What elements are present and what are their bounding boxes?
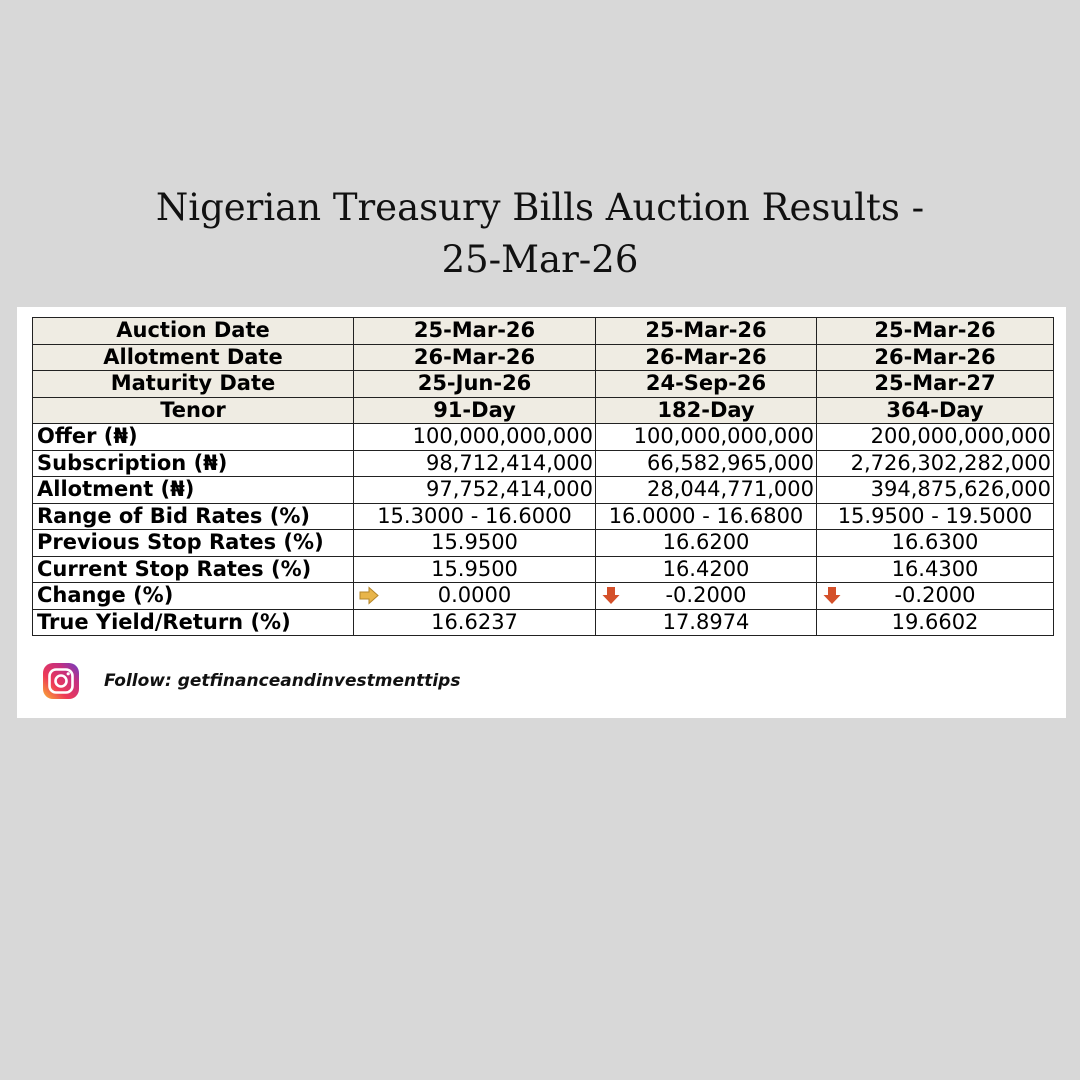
cell-91-day: 15.3000 - 16.6000 xyxy=(353,502,596,530)
cell-91-day: 25-Mar-26 xyxy=(353,317,596,345)
cell-364-day: 25-Mar-26 xyxy=(816,317,1054,345)
cell-364-day: -0.2000 xyxy=(816,582,1054,610)
follow-text: Follow: getfinanceandinvestmenttips xyxy=(104,671,461,691)
change-value: -0.2000 xyxy=(665,583,747,608)
cell-182-day: 26-Mar-26 xyxy=(595,343,817,371)
cell-182-day: 182-Day xyxy=(595,396,817,424)
cell-182-day: 16.4200 xyxy=(595,555,817,583)
title-line-1: Nigerian Treasury Bills Auction Results … xyxy=(155,186,925,229)
row-label: Tenor xyxy=(32,396,354,424)
arrow-right-icon xyxy=(359,586,379,605)
cell-91-day: 0.0000 xyxy=(353,582,596,610)
cell-91-day: 25-Jun-26 xyxy=(353,370,596,398)
instagram-icon[interactable] xyxy=(42,662,80,700)
row-label: Previous Stop Rates (%) xyxy=(32,529,354,557)
row-label: Allotment Date xyxy=(32,343,354,371)
cell-364-day: 2,726,302,282,000 xyxy=(816,449,1054,477)
follow-footer: Follow: getfinanceandinvestmenttips xyxy=(42,662,460,700)
tenor-row: Tenor 91-Day 182-Day 364-Day xyxy=(32,396,1054,424)
row-label: True Yield/Return (%) xyxy=(32,608,354,636)
cell-364-day: 394,875,626,000 xyxy=(816,476,1054,504)
cell-182-day: 100,000,000,000 xyxy=(595,423,817,451)
cell-364-day: 26-Mar-26 xyxy=(816,343,1054,371)
row-label: Maturity Date xyxy=(32,370,354,398)
cell-91-day: 16.6237 xyxy=(353,608,596,636)
cell-364-day: 364-Day xyxy=(816,396,1054,424)
cell-182-day: 66,582,965,000 xyxy=(595,449,817,477)
change-row: Change (%) 0.0000 -0.2000 xyxy=(32,582,1054,610)
cell-91-day: 15.9500 xyxy=(353,555,596,583)
cell-182-day: 24-Sep-26 xyxy=(595,370,817,398)
allotment-date-row: Allotment Date 26-Mar-26 26-Mar-26 26-Ma… xyxy=(32,343,1054,371)
cell-91-day: 98,712,414,000 xyxy=(353,449,596,477)
maturity-date-row: Maturity Date 25-Jun-26 24-Sep-26 25-Mar… xyxy=(32,370,1054,398)
cell-364-day: 25-Mar-27 xyxy=(816,370,1054,398)
cell-364-day: 19.6602 xyxy=(816,608,1054,636)
bid-range-row: Range of Bid Rates (%) 15.3000 - 16.6000… xyxy=(32,502,1054,530)
cell-91-day: 15.9500 xyxy=(353,529,596,557)
cell-182-day: -0.2000 xyxy=(595,582,817,610)
row-label: Auction Date xyxy=(32,317,354,345)
cell-364-day: 16.6300 xyxy=(816,529,1054,557)
row-label: Current Stop Rates (%) xyxy=(32,555,354,583)
arrow-down-icon xyxy=(823,587,841,604)
results-card: Auction Date 25-Mar-26 25-Mar-26 25-Mar-… xyxy=(17,307,1066,718)
cell-182-day: 16.6200 xyxy=(595,529,817,557)
row-label: Range of Bid Rates (%) xyxy=(32,502,354,530)
cell-91-day: 26-Mar-26 xyxy=(353,343,596,371)
arrow-down-icon xyxy=(602,587,620,604)
row-label: Offer (₦) xyxy=(32,423,354,451)
row-label: Subscription (₦) xyxy=(32,449,354,477)
allotment-row: Allotment (₦) 97,752,414,000 28,044,771,… xyxy=(32,476,1054,504)
title-line-2: 25-Mar-26 xyxy=(441,238,639,281)
change-value: 0.0000 xyxy=(437,583,512,608)
cell-182-day: 16.0000 - 16.6800 xyxy=(595,502,817,530)
row-label: Change (%) xyxy=(32,582,354,610)
cell-91-day: 91-Day xyxy=(353,396,596,424)
cell-364-day: 200,000,000,000 xyxy=(816,423,1054,451)
cell-91-day: 97,752,414,000 xyxy=(353,476,596,504)
auction-results-table: Auction Date 25-Mar-26 25-Mar-26 25-Mar-… xyxy=(32,317,1054,636)
cell-182-day: 28,044,771,000 xyxy=(595,476,817,504)
subscription-row: Subscription (₦) 98,712,414,000 66,582,9… xyxy=(32,449,1054,477)
previous-stop-rates-row: Previous Stop Rates (%) 15.9500 16.6200 … xyxy=(32,529,1054,557)
cell-364-day: 16.4300 xyxy=(816,555,1054,583)
auction-date-row: Auction Date 25-Mar-26 25-Mar-26 25-Mar-… xyxy=(32,317,1054,345)
cell-182-day: 25-Mar-26 xyxy=(595,317,817,345)
offer-row: Offer (₦) 100,000,000,000 100,000,000,00… xyxy=(32,423,1054,451)
row-label: Allotment (₦) xyxy=(32,476,354,504)
cell-364-day: 15.9500 - 19.5000 xyxy=(816,502,1054,530)
current-stop-rates-row: Current Stop Rates (%) 15.9500 16.4200 1… xyxy=(32,555,1054,583)
true-yield-row: True Yield/Return (%) 16.6237 17.8974 19… xyxy=(32,608,1054,636)
cell-182-day: 17.8974 xyxy=(595,608,817,636)
cell-91-day: 100,000,000,000 xyxy=(353,423,596,451)
page-title: Nigerian Treasury Bills Auction Results … xyxy=(0,182,1080,286)
change-value: -0.2000 xyxy=(894,583,976,608)
